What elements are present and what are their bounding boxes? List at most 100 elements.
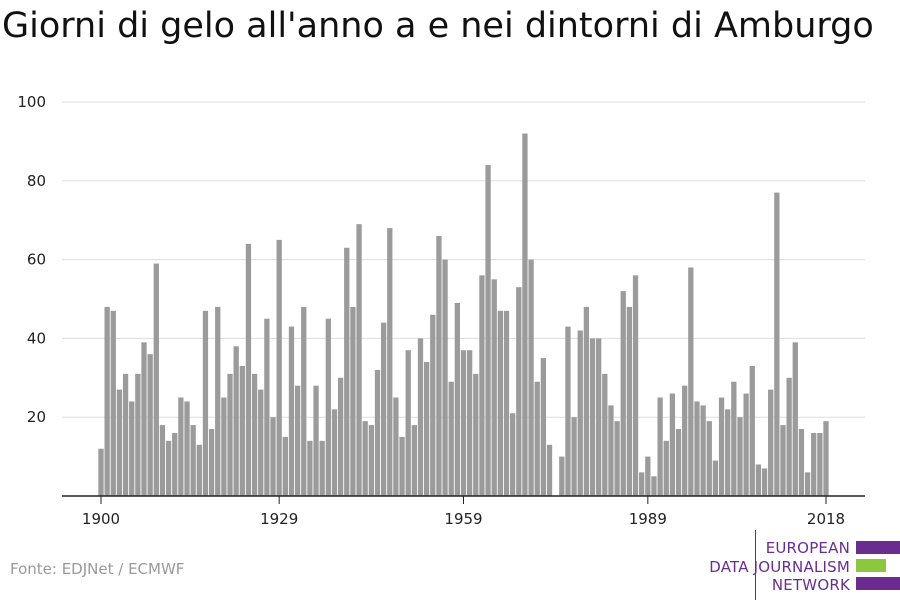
- bar-1952: [417, 338, 424, 496]
- bar-1945: [374, 369, 381, 496]
- bar-1951: [411, 425, 417, 496]
- bar-2012: [786, 377, 792, 496]
- bar-1902: [110, 310, 116, 496]
- bar-1950: [405, 350, 411, 496]
- bar-1953: [423, 362, 430, 496]
- bar-2018: [823, 421, 829, 496]
- bar-1994: [675, 429, 682, 496]
- x-tick-label-1900: 1900: [82, 510, 120, 528]
- bar-1968: [516, 287, 522, 496]
- source-note: Fonte: EDJNet / ECMWF: [10, 560, 185, 578]
- bar-2010: [774, 192, 780, 496]
- bar-1922: [233, 346, 239, 496]
- bar-1955: [436, 235, 442, 496]
- bar-1917: [202, 310, 209, 496]
- gridlines: [62, 101, 865, 418]
- bar-1949: [399, 436, 405, 496]
- y-tick-label-40: 40: [27, 329, 46, 347]
- bar-1924: [245, 243, 252, 496]
- bar-1956: [442, 259, 448, 496]
- y-tick-label-60: 60: [27, 251, 46, 269]
- bar-1923: [239, 365, 245, 496]
- bar-1900: [98, 448, 104, 496]
- bar-2001: [718, 397, 725, 496]
- bar-1967: [510, 413, 516, 496]
- bar-1919: [215, 306, 221, 496]
- bar-1928: [270, 417, 276, 496]
- chart-title: Giorni di gelo all'anno a e nei dintorni…: [2, 6, 874, 46]
- logo-bar-purple-bottom: [856, 577, 900, 590]
- bar-1926: [258, 389, 264, 496]
- bar-1983: [608, 405, 614, 496]
- bar-1981: [596, 338, 602, 496]
- y-tick-label-100: 100: [17, 93, 46, 111]
- bar-1913: [178, 397, 184, 496]
- bar-1901: [104, 306, 110, 496]
- bar-2003: [731, 381, 737, 496]
- bar-1982: [602, 373, 608, 496]
- bar-1903: [116, 389, 123, 496]
- bar-2014: [798, 429, 805, 496]
- bar-1964: [491, 279, 497, 496]
- bar-1976: [565, 326, 571, 496]
- bar-1916: [196, 444, 202, 496]
- bar-2011: [780, 425, 786, 496]
- bar-1970: [528, 259, 534, 496]
- bar-1930: [282, 436, 288, 496]
- bar-1907: [141, 342, 147, 496]
- bar-1941: [350, 306, 356, 496]
- x-tick-label-2018: 2018: [807, 510, 845, 528]
- bar-1915: [190, 425, 196, 496]
- bar-1985: [620, 291, 626, 496]
- bar-1965: [497, 310, 504, 496]
- bar-1931: [288, 326, 295, 496]
- bar-1979: [583, 306, 590, 496]
- bar-2000: [712, 460, 719, 496]
- bar-1910: [159, 425, 166, 496]
- bar-1909: [153, 263, 159, 496]
- bar-1988: [639, 472, 645, 496]
- bar-1947: [387, 228, 393, 496]
- bar-1948: [393, 397, 399, 496]
- bar-1918: [208, 429, 215, 496]
- bar-1972: [540, 358, 547, 496]
- bar-2006: [749, 365, 755, 496]
- bar-1989: [645, 456, 651, 496]
- bar-1999: [706, 421, 712, 496]
- bar-1975: [559, 456, 565, 496]
- logo-line-3: NETWORK: [771, 576, 850, 594]
- bar-1938: [331, 409, 338, 496]
- bar-1939: [337, 377, 344, 496]
- bar-1963: [485, 165, 491, 497]
- bar-1986: [626, 306, 633, 496]
- bar-1996: [688, 267, 694, 496]
- logo-bar-purple-top: [856, 541, 900, 554]
- bar-2017: [817, 432, 823, 496]
- x-tick-label-1929: 1929: [260, 510, 298, 528]
- logo-bar-green: [856, 559, 886, 572]
- logo-line-1: EUROPEAN: [765, 539, 850, 557]
- bar-1932: [294, 385, 301, 496]
- bar-1933: [301, 306, 307, 496]
- bar-1969: [522, 133, 528, 496]
- bar-1943: [362, 421, 368, 496]
- bar-1905: [129, 401, 135, 496]
- bar-1984: [614, 421, 620, 496]
- bar-2015: [804, 472, 811, 496]
- bar-1927: [264, 318, 270, 496]
- bar-1914: [184, 401, 190, 496]
- bar-1929: [276, 239, 282, 496]
- bar-1991: [657, 397, 663, 496]
- bar-1957: [448, 381, 454, 496]
- bar-1995: [682, 385, 688, 496]
- bar-1997: [694, 401, 700, 496]
- bar-1925: [251, 373, 258, 496]
- bar-1934: [307, 440, 313, 496]
- logo-line-2: DATA JOURNALISM: [709, 558, 850, 576]
- bar-2013: [792, 342, 798, 496]
- bar-1937: [325, 318, 331, 496]
- bar-1936: [319, 440, 325, 496]
- bar-1992: [663, 440, 669, 496]
- bar-2008: [761, 468, 768, 496]
